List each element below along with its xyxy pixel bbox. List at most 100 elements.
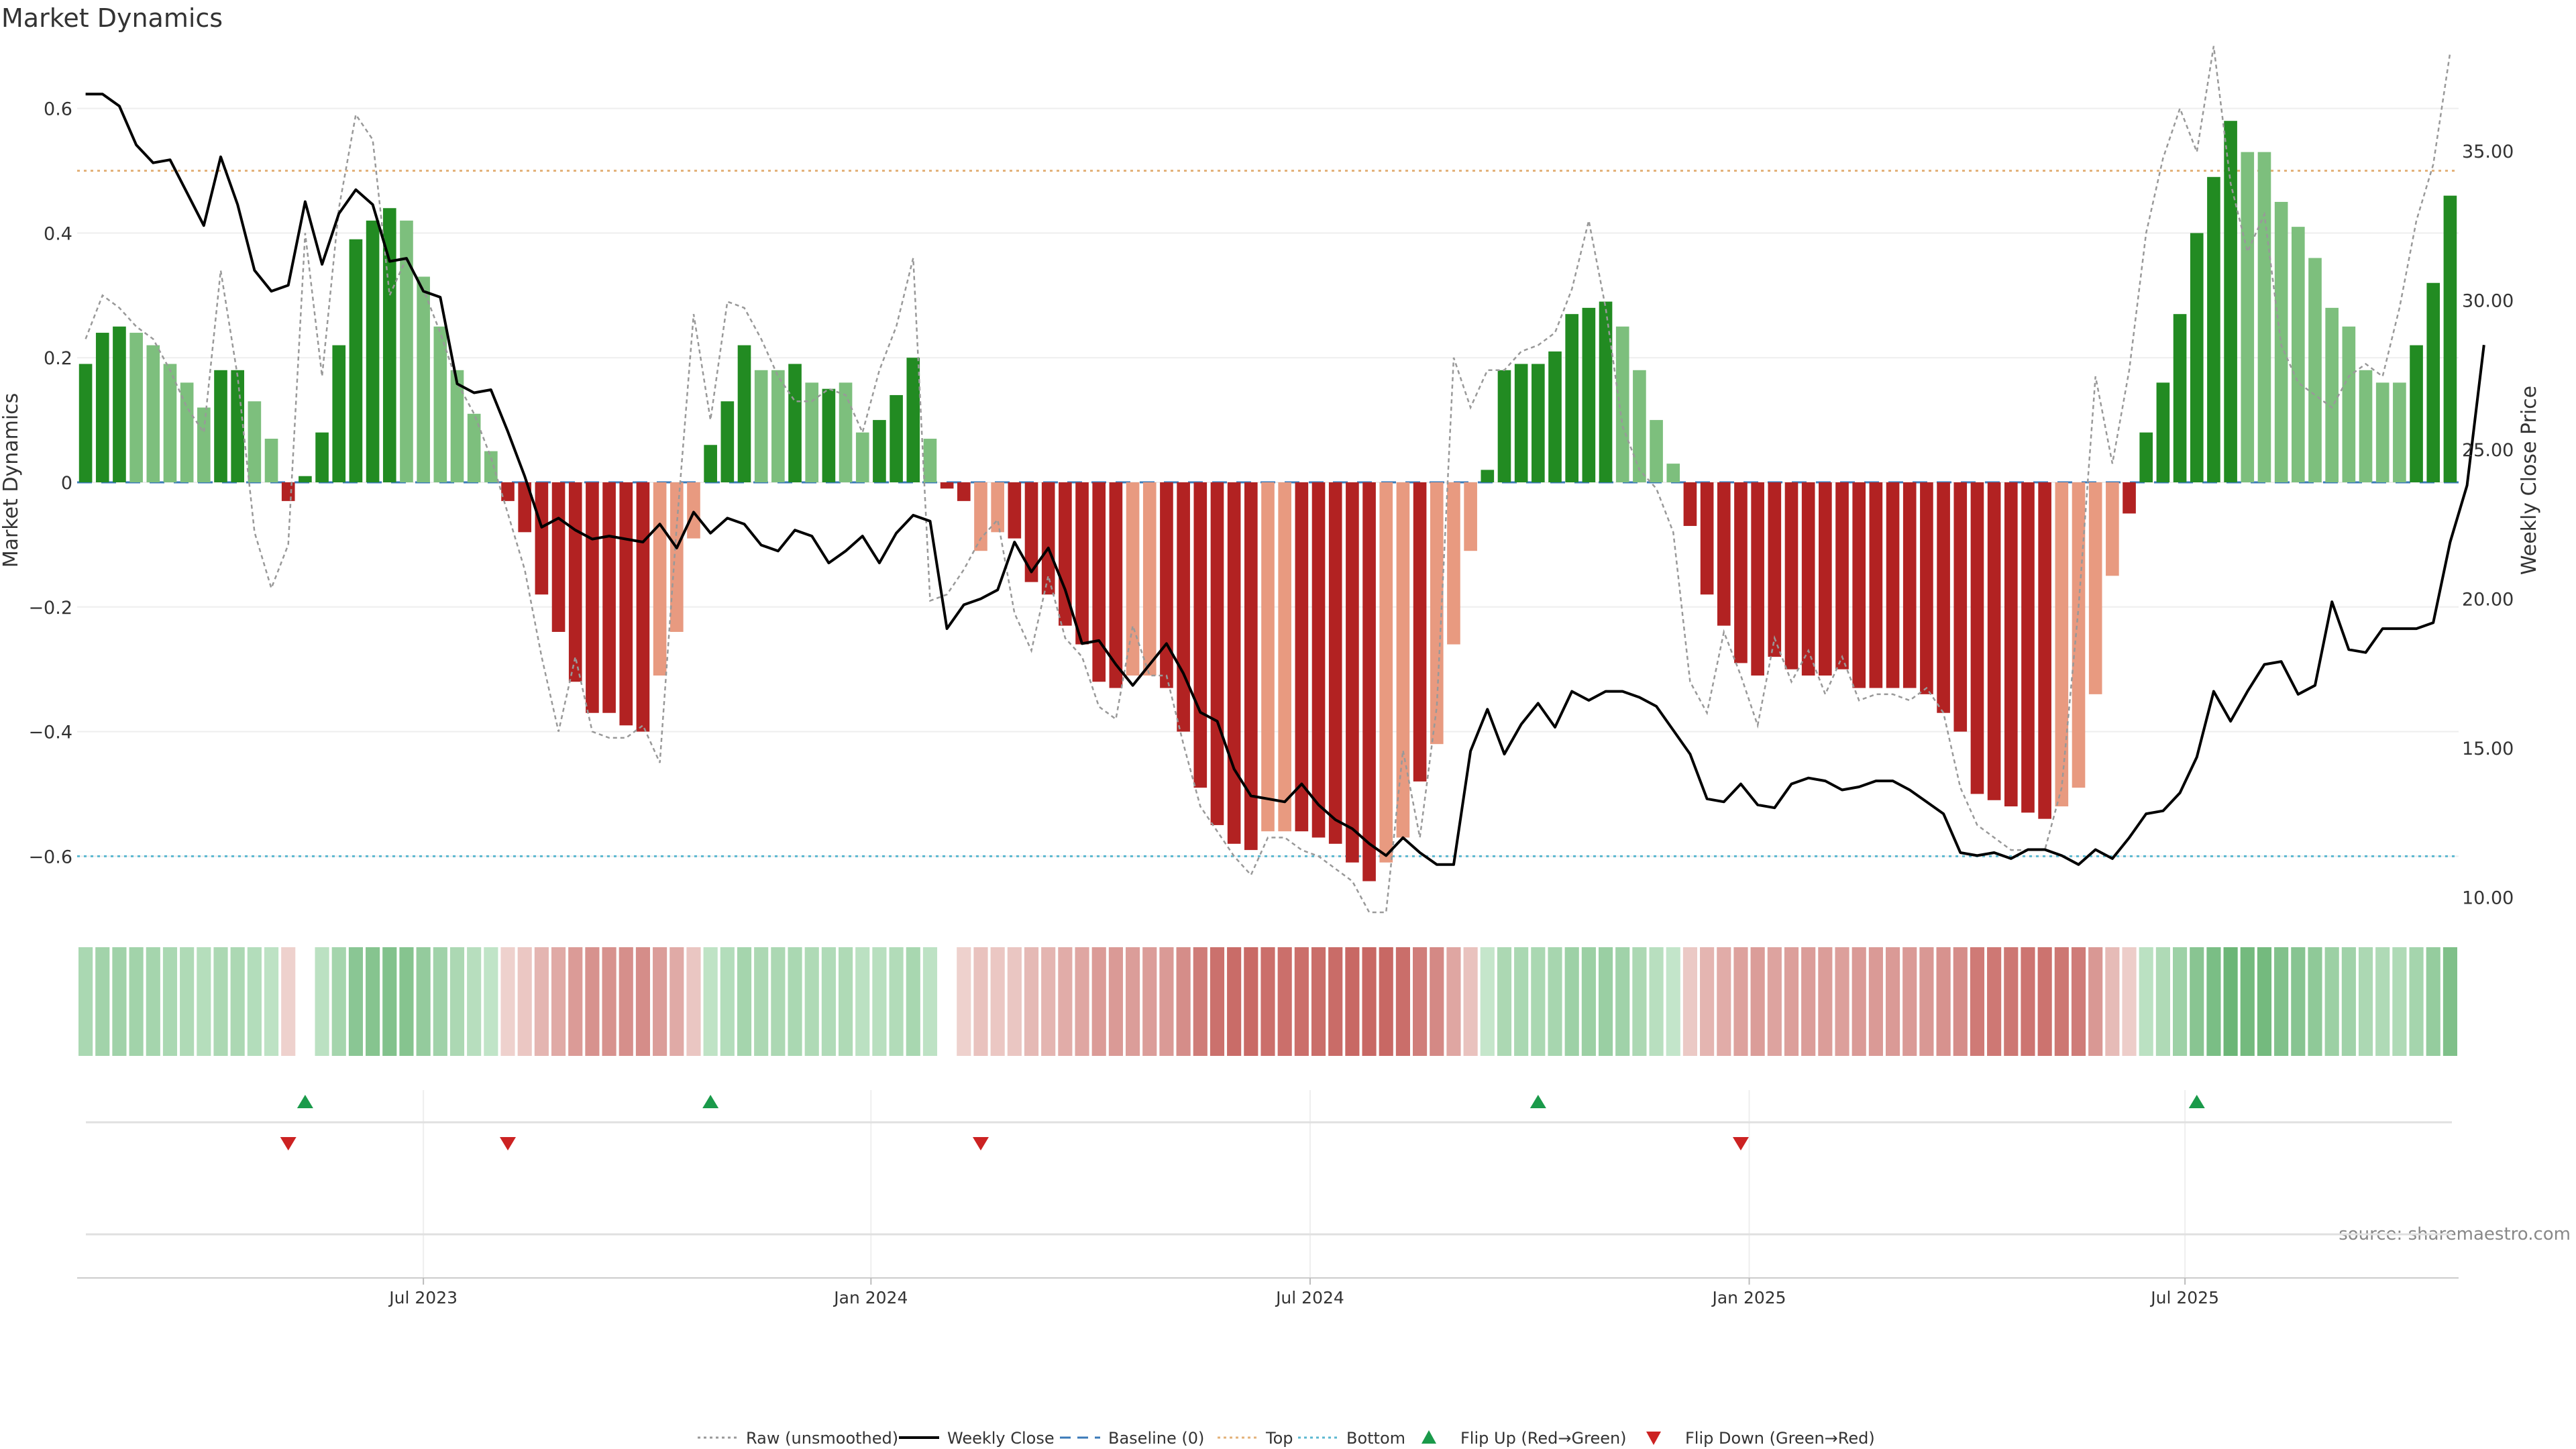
state-cell [2375, 947, 2390, 1056]
state-cell [1277, 947, 1292, 1056]
momentum-bar [501, 482, 515, 501]
momentum-bar [1852, 482, 1866, 688]
x-tick-label: Jan 2024 [833, 1288, 908, 1307]
legend-item: Top [1218, 1429, 1293, 1448]
state-cell [1007, 947, 1022, 1056]
state-cell [1835, 947, 1849, 1056]
legend: Raw (unsmoothed) Weekly Close Baseline (0)… [698, 1429, 1875, 1448]
state-cell [78, 947, 93, 1056]
state-cell [838, 947, 853, 1056]
y-left-tick-label: 0.4 [44, 223, 72, 244]
momentum-bar [602, 482, 616, 713]
state-cell [1041, 947, 1056, 1056]
momentum-bar [720, 401, 735, 482]
state-cell [1733, 947, 1748, 1056]
y-left-ticks: 0.6 0.4 0.2 0 −0.2 −0.4 −0.6 [28, 99, 72, 868]
momentum-bar [299, 476, 312, 482]
state-cell [500, 947, 515, 1056]
momentum-bar [1768, 482, 1782, 657]
y-left-tick-label: 0.6 [44, 99, 72, 120]
momentum-bar [197, 407, 211, 482]
state-cell [2223, 947, 2238, 1056]
momentum-bar [1278, 482, 1291, 832]
state-cell [1108, 947, 1123, 1056]
y-left-tick-label: 0 [61, 473, 72, 494]
momentum-bar [1008, 482, 1022, 539]
state-cell [2409, 947, 2424, 1056]
momentum-bar [180, 382, 194, 482]
weekly-close-series [85, 93, 2485, 866]
momentum-bar [619, 482, 633, 726]
momentum-bar [1582, 307, 1596, 482]
state-cell [264, 947, 279, 1056]
legend-swatch-flip-up [1421, 1430, 1436, 1444]
legend-item: Weekly Close [899, 1429, 1055, 1448]
momentum-bar [636, 482, 650, 732]
momentum-bar [2055, 482, 2069, 807]
momentum-bar [332, 345, 346, 482]
state-cell [2054, 947, 2069, 1056]
state-cell [2105, 947, 2120, 1056]
state-cell [517, 947, 532, 1056]
state-cell [669, 947, 684, 1056]
state-cell [754, 947, 769, 1056]
momentum-bar [2004, 482, 2018, 807]
momentum-bar [248, 401, 262, 482]
state-cell [247, 947, 262, 1056]
momentum-bar [433, 326, 447, 482]
flip-down-marker [1732, 1137, 1749, 1150]
momentum-bar [163, 364, 177, 482]
state-cell [1395, 947, 1410, 1056]
momentum-bar [1717, 482, 1731, 626]
momentum-bar [1193, 482, 1208, 788]
state-cell [416, 947, 431, 1056]
momentum-bar [2224, 121, 2237, 482]
state-cell [399, 947, 414, 1056]
momentum-bar [1514, 364, 1528, 482]
momentum-bar [1430, 482, 1444, 745]
momentum-bar [1987, 482, 2001, 800]
momentum-bar [822, 388, 836, 482]
y-right-tick-label: 25.00 [2462, 440, 2514, 461]
state-cell [1244, 947, 1258, 1056]
state-cell [1210, 947, 1225, 1056]
legend-item: Baseline (0) [1060, 1429, 1204, 1448]
state-cell [619, 947, 633, 1056]
momentum-bar [349, 239, 363, 482]
momentum-bar [1734, 482, 1748, 663]
state-cell [1548, 947, 1562, 1056]
momentum-bar [2443, 195, 2457, 482]
state-cell [2037, 947, 2052, 1056]
state-cell [1430, 947, 1444, 1056]
momentum-bar [2410, 345, 2423, 482]
momentum-bar [551, 482, 566, 632]
momentum-bar [1937, 482, 1950, 713]
momentum-bar [146, 345, 160, 482]
state-cell [197, 947, 211, 1056]
momentum-bar [754, 370, 768, 482]
state-cell [720, 947, 735, 1056]
legend-item: Flip Up (Red→Green) [1421, 1429, 1627, 1448]
momentum-bar [129, 333, 143, 482]
momentum-bar [1666, 464, 1680, 482]
state-cell [602, 947, 616, 1056]
state-cell [2358, 947, 2373, 1056]
momentum-bar [1615, 326, 1629, 482]
momentum-bar [417, 276, 430, 482]
momentum-bar [2021, 482, 2035, 813]
state-cell [821, 947, 836, 1056]
momentum-bar [214, 370, 227, 482]
state-cell [315, 947, 329, 1056]
momentum-bar [1650, 420, 1663, 482]
momentum-bar [687, 482, 700, 539]
momentum-bar [1379, 482, 1393, 863]
y-right-tick-label: 10.00 [2462, 888, 2514, 909]
raw-series [85, 46, 2451, 914]
momentum-bar [669, 482, 684, 632]
y-right-ticks: 35.00 30.00 25.00 20.00 15.00 10.00 [2462, 142, 2514, 909]
state-cell [1159, 947, 1174, 1056]
state-cell [1311, 947, 1326, 1056]
momentum-bar [653, 482, 667, 676]
momentum-bar [890, 394, 903, 482]
y-left-tick-label: −0.6 [28, 847, 72, 867]
